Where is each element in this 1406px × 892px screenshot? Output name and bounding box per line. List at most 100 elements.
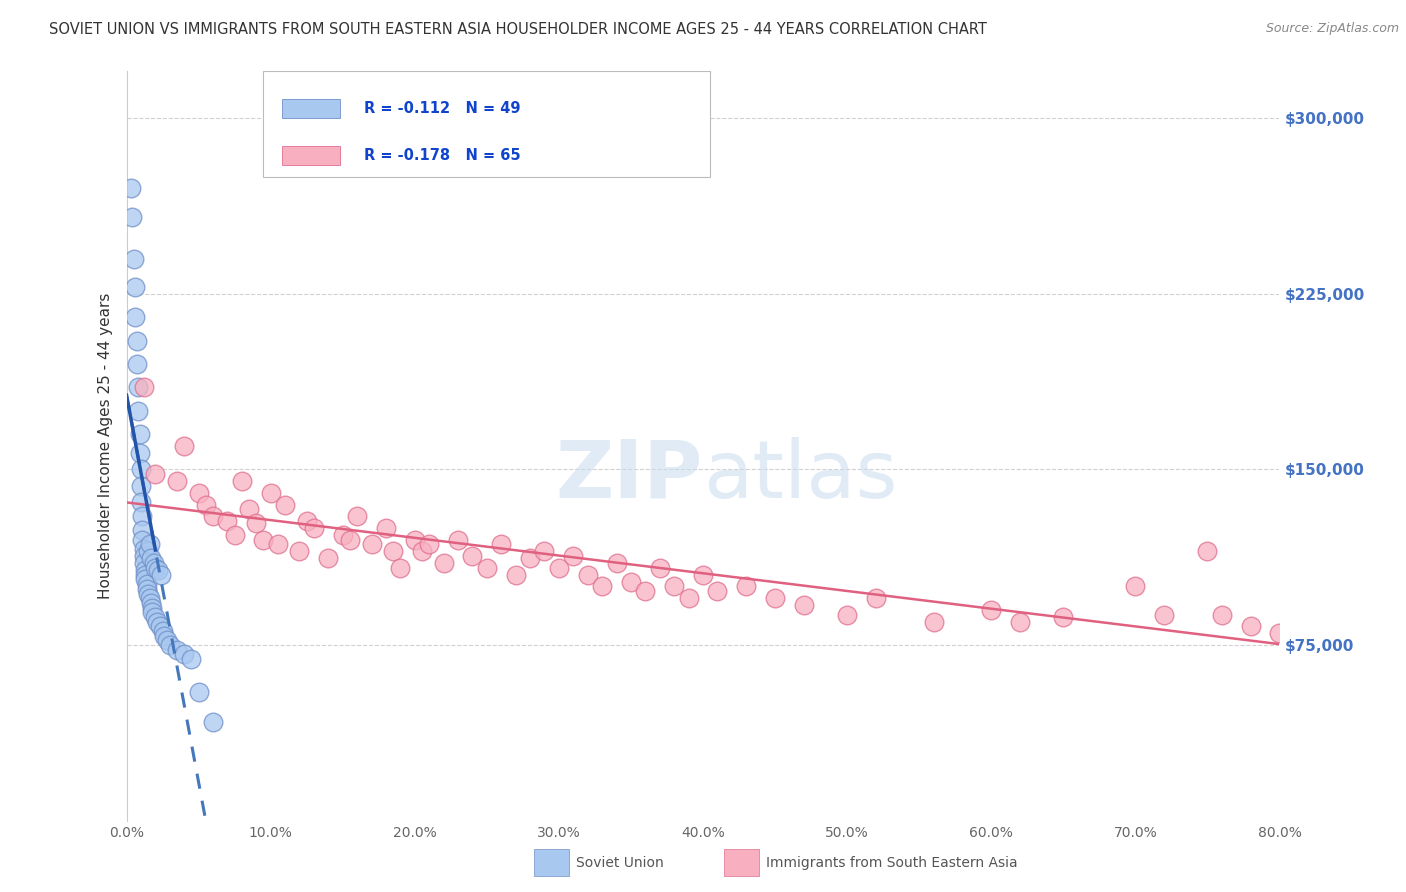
- Point: [142, 556, 165, 570]
- Point: [1052, 610, 1074, 624]
- Point: [980, 603, 1002, 617]
- Point: [591, 580, 613, 594]
- Point: [1268, 626, 1291, 640]
- Point: [202, 715, 225, 730]
- Point: [678, 591, 700, 606]
- Point: [194, 498, 217, 512]
- Point: [150, 567, 173, 582]
- Point: [149, 619, 172, 633]
- Point: [360, 537, 382, 551]
- Point: [519, 551, 541, 566]
- Point: [865, 591, 887, 606]
- Point: [382, 544, 405, 558]
- Point: [139, 596, 162, 610]
- Point: [231, 474, 253, 488]
- Point: [159, 638, 181, 652]
- Point: [648, 561, 671, 575]
- Point: [318, 551, 340, 566]
- Point: [475, 561, 498, 575]
- Point: [692, 567, 714, 582]
- Point: [129, 479, 152, 493]
- Point: [180, 652, 202, 666]
- Point: [835, 607, 858, 622]
- Point: [128, 427, 150, 442]
- Point: [634, 584, 657, 599]
- Point: [139, 551, 162, 566]
- Point: [187, 685, 209, 699]
- Point: [763, 591, 786, 606]
- Point: [1197, 544, 1219, 558]
- Point: [122, 252, 145, 266]
- Point: [664, 580, 686, 594]
- Point: [131, 523, 153, 537]
- Point: [1125, 580, 1147, 594]
- Point: [418, 537, 440, 551]
- Point: [548, 561, 571, 575]
- Text: R = -0.178   N = 65: R = -0.178 N = 65: [364, 148, 522, 163]
- Point: [128, 446, 150, 460]
- Point: [166, 642, 188, 657]
- Point: [132, 556, 155, 570]
- Point: [134, 567, 156, 582]
- Point: [127, 380, 149, 394]
- Point: [141, 600, 163, 615]
- Point: [217, 514, 239, 528]
- Point: [295, 514, 318, 528]
- Point: [145, 467, 166, 482]
- Text: Source: ZipAtlas.com: Source: ZipAtlas.com: [1265, 22, 1399, 36]
- Point: [620, 574, 643, 589]
- Point: [121, 210, 143, 224]
- Point: [606, 556, 628, 570]
- Point: [141, 605, 163, 619]
- Point: [127, 404, 149, 418]
- Point: [533, 544, 555, 558]
- Point: [129, 462, 152, 476]
- Point: [202, 509, 225, 524]
- Text: atlas: atlas: [703, 437, 897, 515]
- Point: [153, 629, 176, 643]
- Bar: [283, 100, 340, 119]
- Point: [259, 485, 281, 500]
- Point: [136, 586, 159, 600]
- Point: [1240, 619, 1263, 633]
- Point: [135, 577, 157, 591]
- Point: [138, 537, 160, 551]
- Point: [125, 357, 148, 371]
- Point: [1010, 615, 1032, 629]
- Point: [152, 624, 174, 638]
- Point: [131, 533, 153, 547]
- Point: [124, 310, 146, 325]
- Point: [120, 181, 142, 195]
- Point: [145, 561, 166, 575]
- Point: [136, 544, 159, 558]
- Bar: [283, 146, 340, 165]
- Point: [302, 521, 325, 535]
- Point: [1153, 607, 1175, 622]
- Point: [505, 567, 527, 582]
- Text: Immigrants from South Eastern Asia: Immigrants from South Eastern Asia: [766, 855, 1018, 870]
- Point: [433, 556, 456, 570]
- Point: [132, 549, 155, 563]
- Point: [156, 633, 179, 648]
- Point: [132, 542, 155, 557]
- Point: [491, 537, 513, 551]
- Point: [224, 528, 246, 542]
- Point: [131, 509, 153, 524]
- Point: [411, 544, 433, 558]
- Point: [238, 502, 260, 516]
- Point: [125, 334, 148, 348]
- Point: [124, 280, 146, 294]
- Point: [288, 544, 311, 558]
- Point: [187, 485, 209, 500]
- Point: [576, 567, 599, 582]
- Point: [252, 533, 274, 547]
- Text: R = -0.112   N = 49: R = -0.112 N = 49: [364, 102, 520, 116]
- Point: [173, 439, 195, 453]
- Point: [145, 610, 166, 624]
- Point: [245, 516, 267, 531]
- Point: [138, 591, 160, 606]
- Text: Soviet Union: Soviet Union: [576, 855, 664, 870]
- Point: [346, 509, 368, 524]
- Point: [135, 582, 157, 596]
- Point: [404, 533, 426, 547]
